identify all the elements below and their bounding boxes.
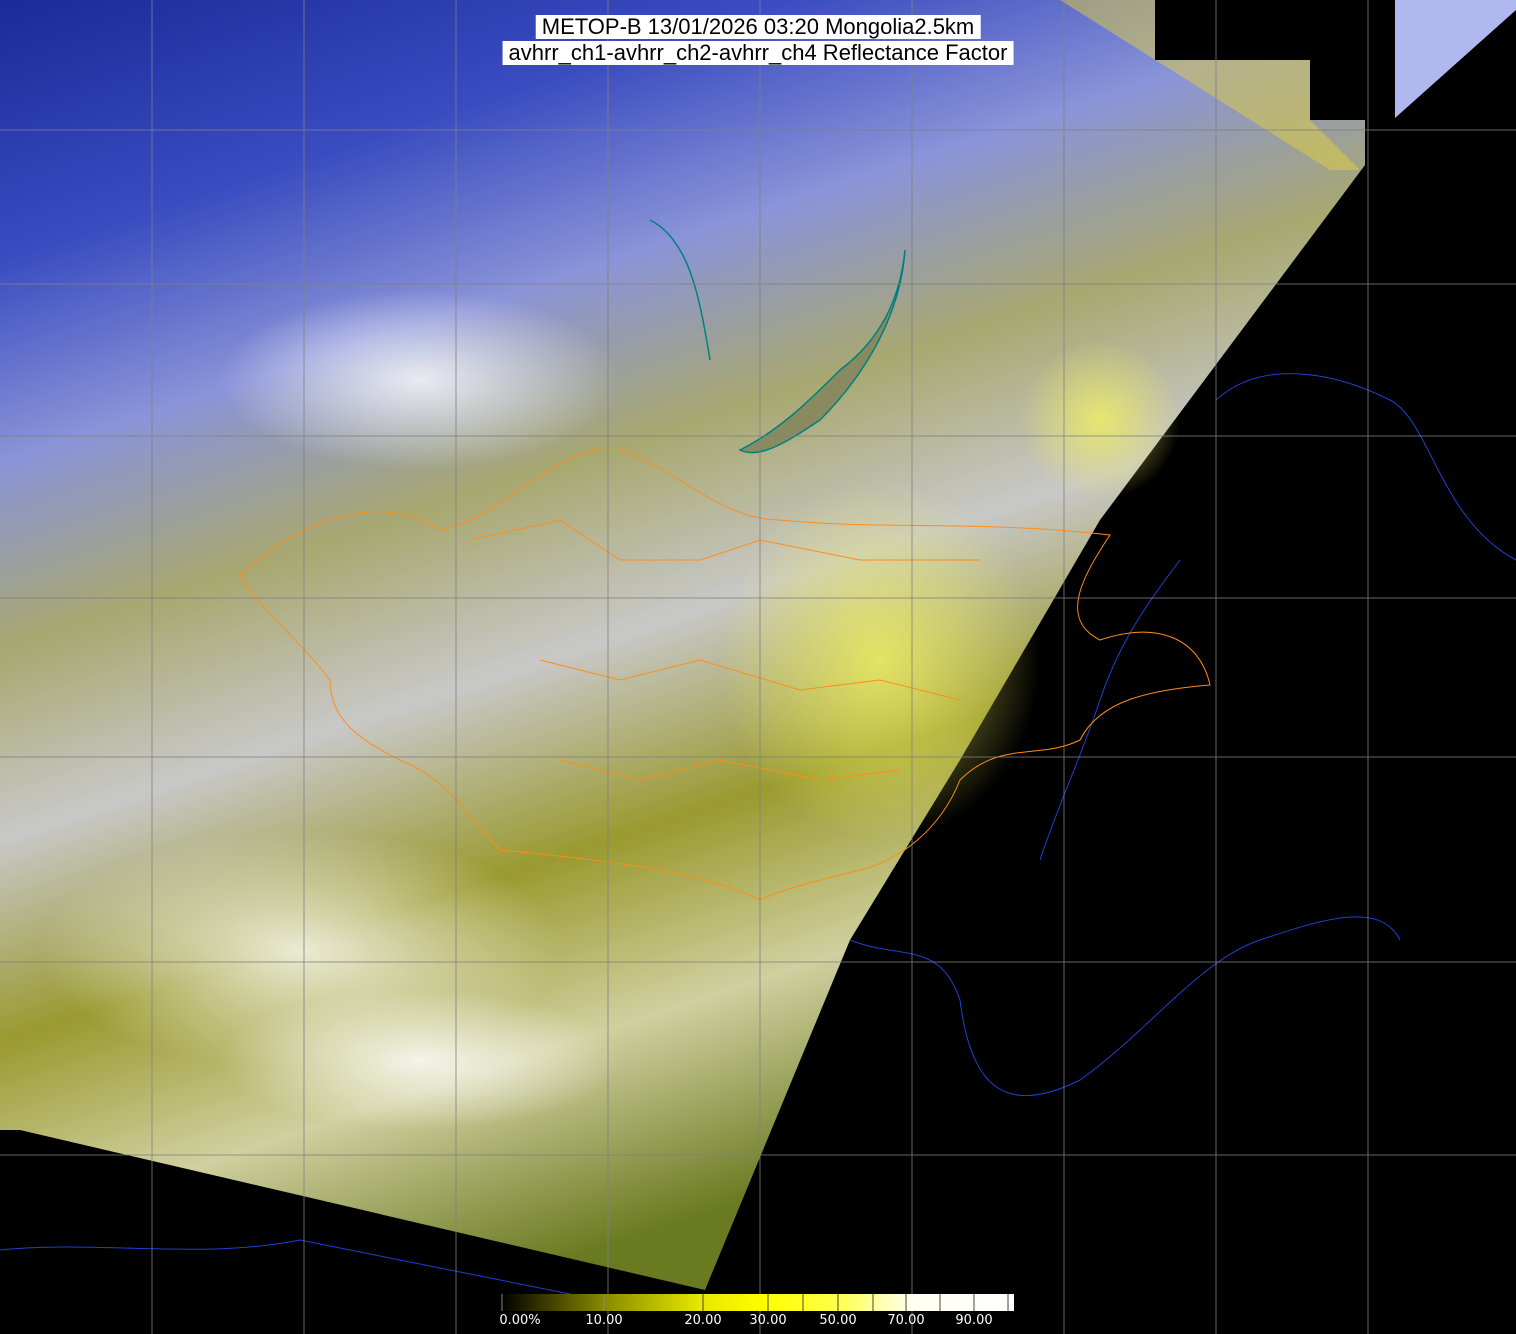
colorbar-tick-label: 0.00% — [499, 1313, 541, 1328]
title-line-2: avhrr_ch1-avhrr_ch2-avhrr_ch4 Reflectanc… — [502, 41, 1014, 65]
lakes — [649, 219, 906, 454]
colorbar-tick-label: 70.00 — [887, 1313, 925, 1328]
colorbar-gradient — [502, 1294, 1014, 1311]
colorbar — [501, 1294, 1014, 1311]
title-line-1: METOP-B 13/01/2026 03:20 Mongolia2.5km — [535, 15, 981, 39]
image-swath — [0, 0, 1516, 1290]
coastlines — [0, 373, 1516, 1301]
colorbar-tick-label: 10.00 — [585, 1313, 623, 1328]
country-borders — [239, 448, 1211, 901]
colorbar-tick-label: 30.00 — [749, 1313, 787, 1328]
colorbar-tick-label: 20.00 — [684, 1313, 722, 1328]
colorbar-tick-label: 90.00 — [955, 1313, 993, 1328]
colorbar-tick-label: 50.00 — [819, 1313, 857, 1328]
